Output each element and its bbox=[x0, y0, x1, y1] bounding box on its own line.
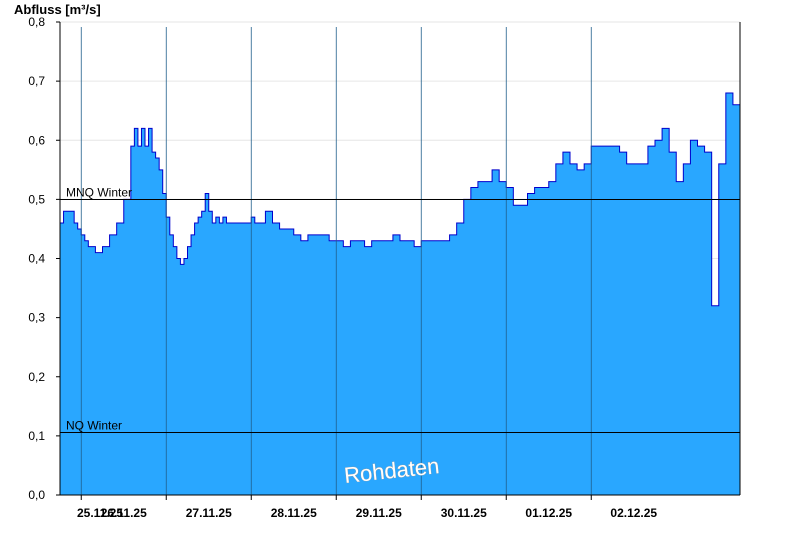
axes: 0,0 0,1 0,2 0,3 0,4 0,5 0,6 0,7 0,8 25.11.2526.11… bbox=[28, 15, 741, 520]
y-tick-label: 0,4 bbox=[28, 252, 45, 266]
x-tick-label: 27.11.25 bbox=[186, 506, 232, 520]
x-tick-label: 28.11.25 bbox=[271, 506, 317, 520]
reference-lines: MNQ Winter NQ Winter bbox=[60, 186, 740, 433]
y-tick-label: 0,7 bbox=[28, 74, 45, 88]
x-tick-label: 30.11.25 bbox=[441, 506, 487, 520]
x-tick-label: 25.11.25 bbox=[77, 506, 123, 520]
dayline-layer bbox=[80, 27, 592, 495]
reference-line-label: MNQ Winter bbox=[66, 186, 132, 200]
y-tick-label: 0,5 bbox=[28, 192, 45, 206]
y-tick-label: 0,3 bbox=[28, 311, 45, 325]
area-layer bbox=[60, 92, 741, 495]
discharge-line bbox=[60, 92, 741, 307]
y-tick-label: 0,6 bbox=[28, 133, 45, 147]
discharge-area bbox=[60, 92, 740, 495]
x-tick-label: 29.11.25 bbox=[356, 506, 402, 520]
y-tick-label: 0,2 bbox=[28, 370, 45, 384]
x-tick-label: 26.11.25 bbox=[101, 506, 147, 520]
y-tick-label: 0,8 bbox=[28, 15, 45, 29]
x-tick-label: 01.12.25 bbox=[525, 506, 572, 520]
y-tick-label: 0,1 bbox=[28, 429, 45, 443]
reference-line-label: NQ Winter bbox=[66, 419, 122, 433]
y-axis-label: Abfluss [m³/s] bbox=[14, 2, 101, 17]
y-tick-label: 0,0 bbox=[28, 488, 45, 502]
x-tick-label: 02.12.25 bbox=[610, 506, 657, 520]
